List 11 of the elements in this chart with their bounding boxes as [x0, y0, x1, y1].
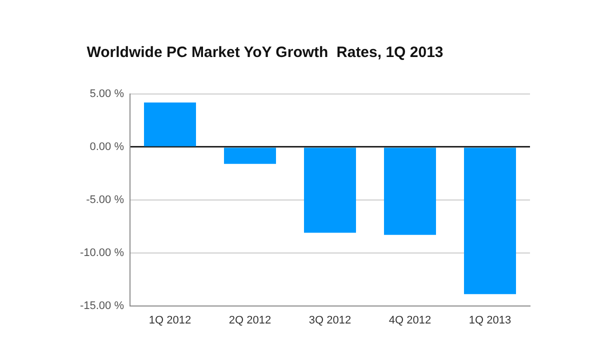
- chart-title: Worldwide PC Market YoY Growth Rates, 1Q 2013: [86, 44, 444, 62]
- y-tick-label: -5.00 %: [86, 194, 124, 206]
- y-tick-label: -10.00 %: [80, 246, 124, 259]
- y-tick-label: 0.00 %: [90, 140, 124, 153]
- x-tick-label: 4Q 2012: [388, 314, 432, 326]
- x-tick-label: 2Q 2012: [228, 314, 272, 326]
- y-tick-label: -15.00 %: [80, 300, 124, 312]
- x-tick-label: 1Q 2013: [468, 314, 512, 326]
- x-tick-label: 1Q 2012: [148, 314, 192, 326]
- x-tick-label: 3Q 2012: [308, 314, 352, 326]
- y-tick-label: 5.00 %: [90, 88, 124, 100]
